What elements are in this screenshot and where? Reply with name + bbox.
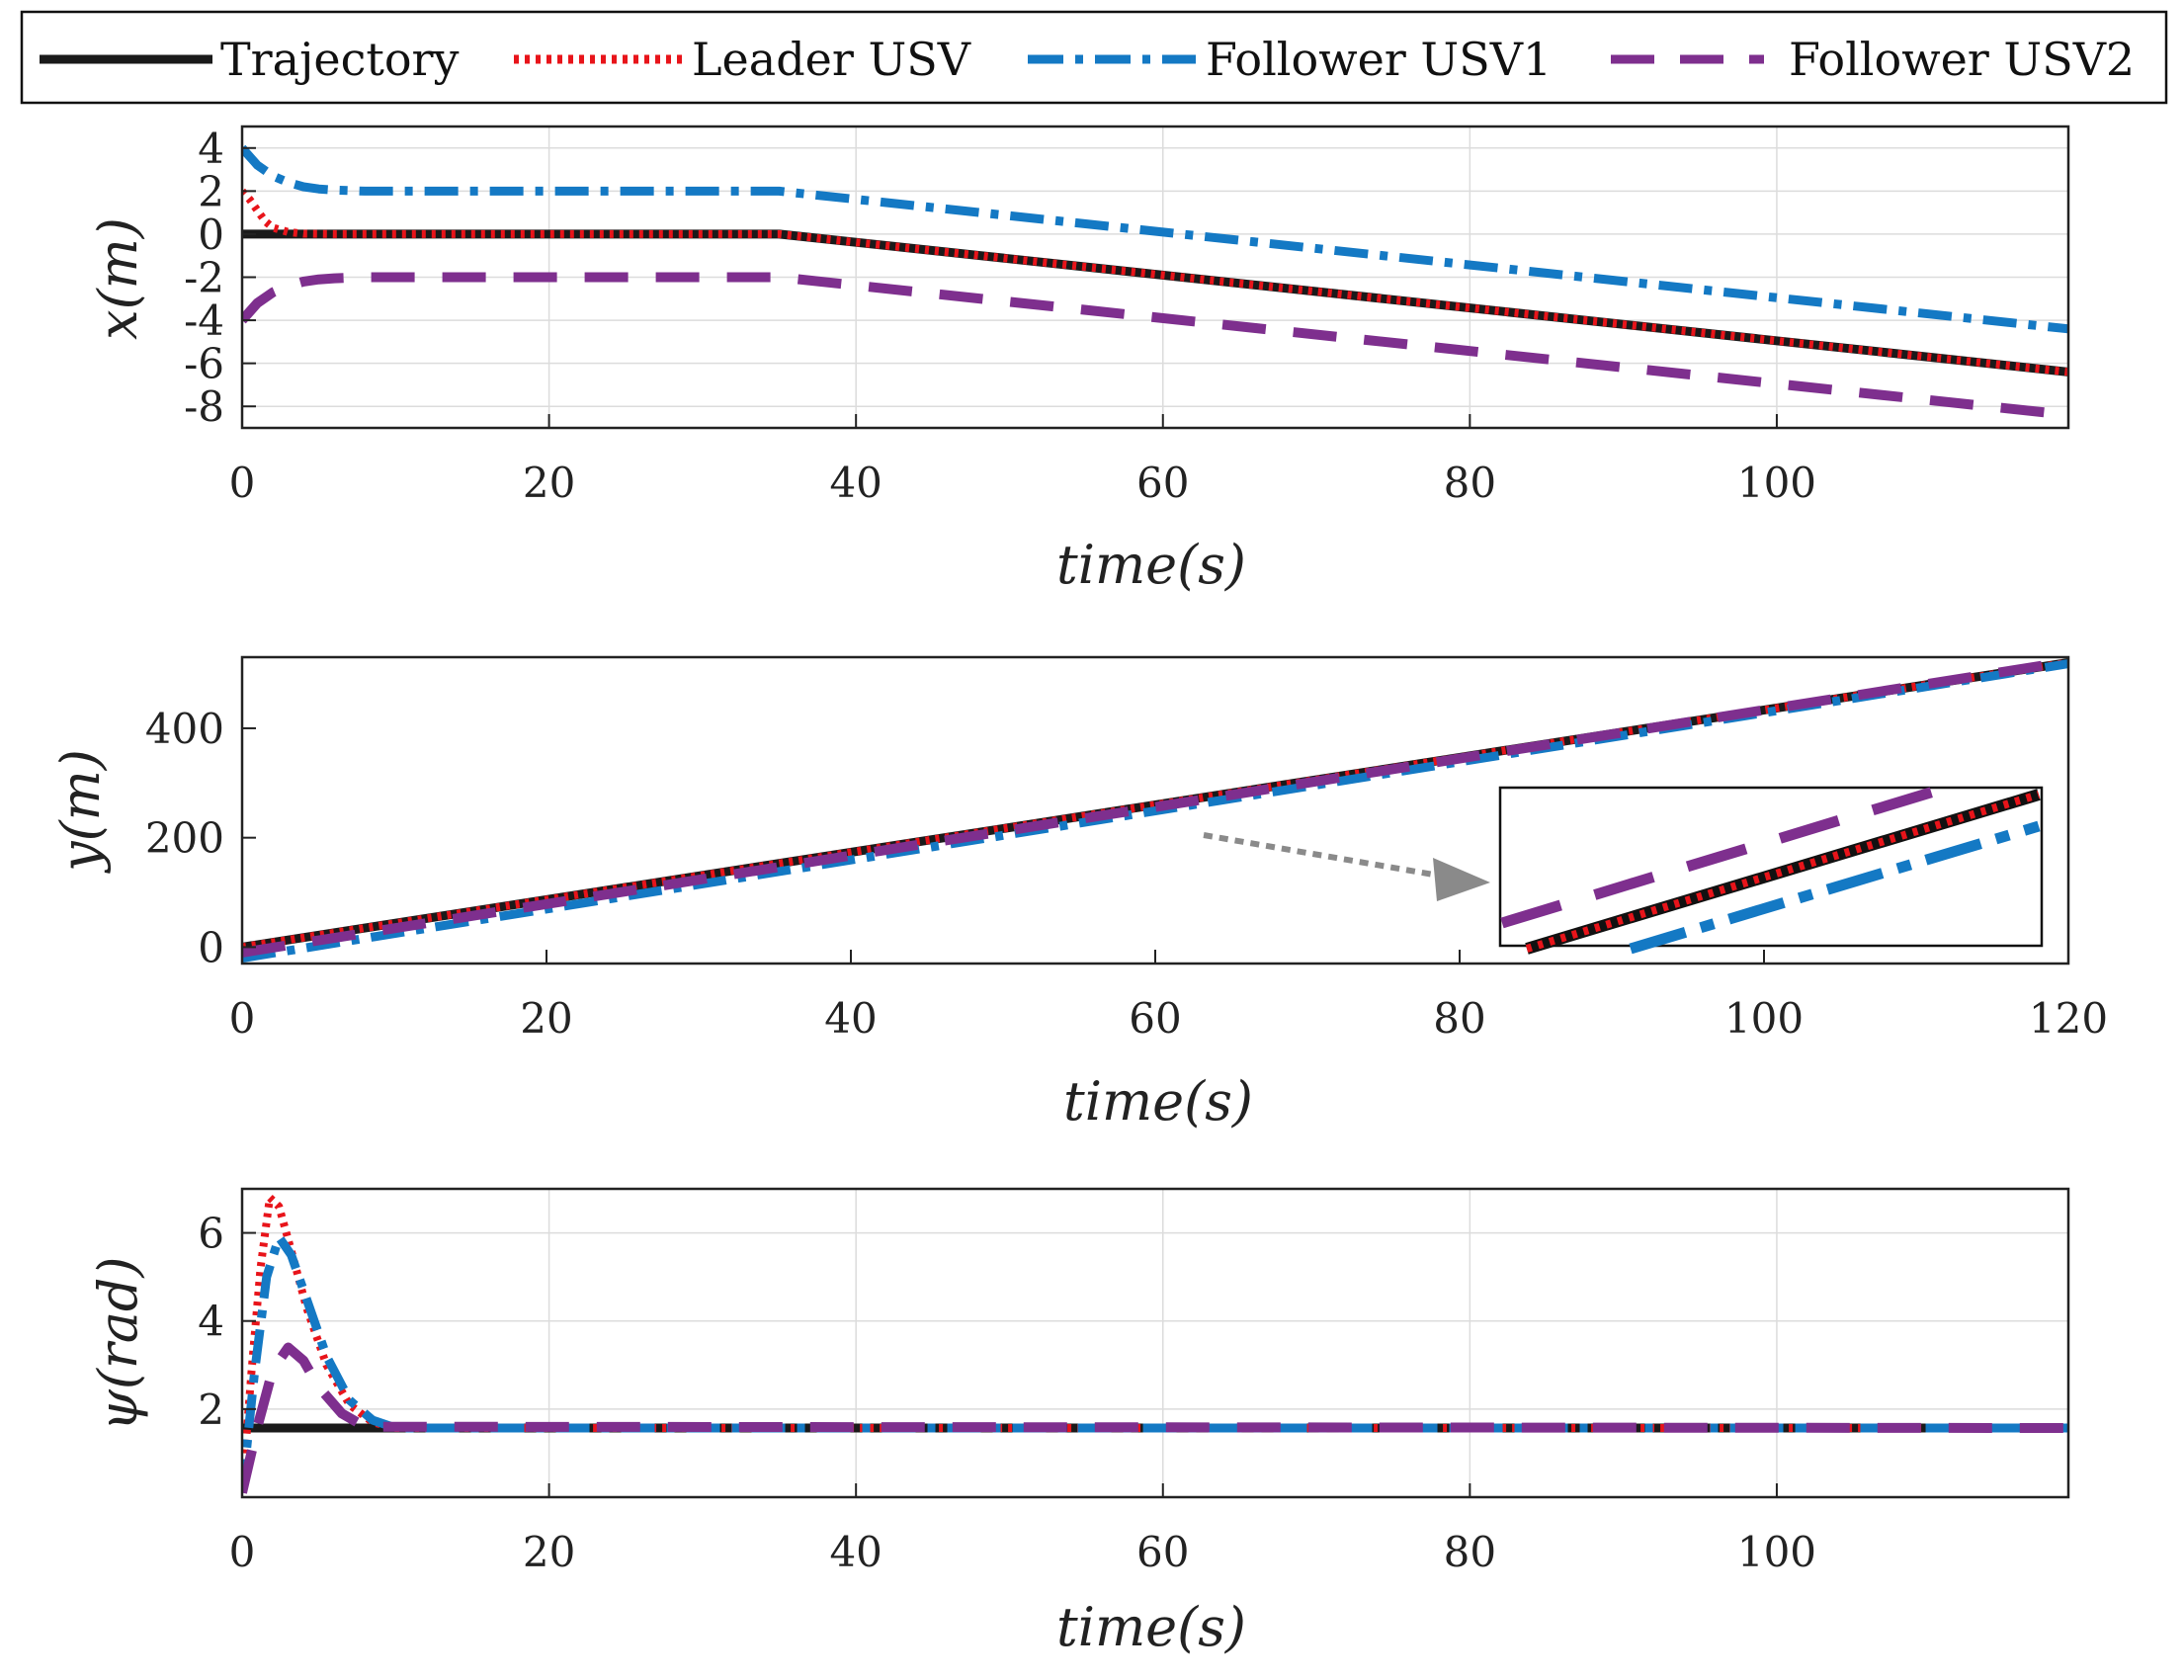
series-line-follower-usv1: [242, 144, 2068, 334]
x-tick-label: 60: [1136, 459, 1189, 507]
y-tick-label: 2: [198, 167, 224, 215]
x-tick-label: 120: [2029, 994, 2108, 1043]
x-tick-label: 100: [1724, 994, 1804, 1043]
legend-label-leader: Leader USV: [692, 33, 971, 86]
y-tick-label: -4: [184, 296, 224, 345]
y-tick-label: 2: [198, 1386, 224, 1434]
x-tick-label: 20: [520, 994, 572, 1043]
legend-entry-follower1: Follower USV1: [1028, 33, 1552, 86]
y-position-plot: 0 20 40 60 80 100 120 0 200 400 time(s) y(m): [49, 655, 2108, 1133]
x-tick-label: 80: [1444, 1528, 1496, 1576]
heading-plot-grid: [241, 1189, 2068, 1497]
inset-line-trajectory: [1525, 789, 2041, 955]
legend-entry-follower2: Follower USV2: [1611, 33, 2135, 86]
y-tick-label: 200: [145, 814, 224, 863]
zoom-inset-box: [1498, 786, 2044, 948]
y-plot-ylabel: y(m): [49, 749, 112, 874]
x-tick-label: 100: [1737, 459, 1816, 507]
zoom-arrow-head: [1433, 858, 1490, 901]
heading-plot-ylabel: ψ(rad): [87, 1256, 149, 1431]
y-tick-label: 4: [198, 1298, 224, 1346]
y-plot-xlabel: time(s): [1063, 1070, 1253, 1133]
legend: Trajectory Leader USV Follower USV1 Foll…: [20, 10, 2168, 105]
x-tick-label: 100: [1737, 1528, 1816, 1576]
y-tick-label: 6: [198, 1210, 224, 1258]
x-tick-label: 80: [1444, 459, 1496, 507]
legend-entry-trajectory: Trajectory: [40, 33, 460, 86]
y-plot-ticks: 0 20 40 60 80 100 120 0 200 400: [145, 705, 2108, 1043]
legend-entry-leader: Leader USV: [514, 33, 971, 86]
legend-label-trajectory: Trajectory: [220, 33, 460, 86]
heading-plot: 0 20 40 60 80 100 2 4 6 time(s) ψ(rad): [87, 1187, 2070, 1658]
legend-box: [20, 10, 2168, 105]
x-tick-label: 40: [829, 459, 882, 507]
inset-line-follower1: [1629, 820, 2041, 955]
x-plot-series: [242, 144, 2068, 420]
y-plot-series: [242, 657, 2068, 963]
x-plot-ylabel: x(m): [87, 217, 149, 340]
inset-line-follower2: [1500, 785, 1939, 929]
legend-label-follower1: Follower USV1: [1206, 33, 1552, 86]
series-line-leader-usv: [242, 1193, 2068, 1493]
heading-plot-xlabel: time(s): [1056, 1596, 1246, 1658]
x-tick-label: 0: [229, 459, 256, 507]
x-tick-label: 40: [829, 1528, 882, 1576]
legend-label-follower2: Follower USV2: [1789, 33, 2135, 86]
heading-plot-frame: [240, 1187, 2070, 1499]
zoom-arrow-line: [1203, 832, 1452, 881]
x-tick-label: 40: [824, 994, 877, 1043]
x-tick-label: 20: [523, 1528, 575, 1576]
y-tick-label: -8: [184, 382, 224, 431]
x-tick-label: 20: [523, 459, 575, 507]
x-tick-label: 0: [229, 994, 256, 1043]
x-tick-label: 60: [1136, 1528, 1189, 1576]
y-tick-label: -2: [184, 254, 224, 302]
heading-plot-series: [242, 1193, 2068, 1494]
series-line-follower-usv2: [242, 272, 2068, 420]
y-tick-label: 400: [145, 705, 224, 753]
x-tick-label: 60: [1129, 994, 1181, 1043]
series-line-follower-usv2: [242, 657, 2068, 958]
y-tick-label: 0: [198, 210, 224, 259]
series-line-follower-usv1: [242, 1232, 2068, 1493]
zoom-annotation: [1203, 785, 2044, 955]
x-plot-xlabel: time(s): [1056, 534, 1246, 596]
x-tick-label: 0: [229, 1528, 256, 1576]
y-tick-label: -6: [184, 340, 224, 388]
x-tick-label: 80: [1433, 994, 1485, 1043]
series-line-follower-usv2: [242, 1342, 2068, 1494]
y-tick-label: 0: [198, 923, 224, 971]
heading-plot-ticks: 0 20 40 60 80 100 2 4 6: [198, 1210, 1816, 1576]
y-tick-label: 4: [198, 125, 224, 173]
